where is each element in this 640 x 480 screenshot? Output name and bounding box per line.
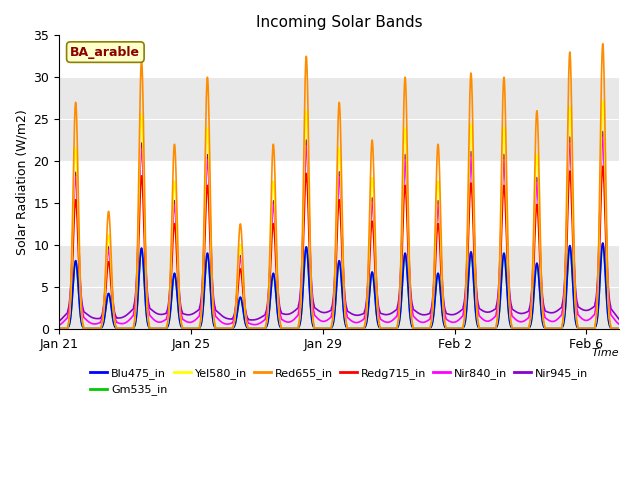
Bar <box>59 77 620 161</box>
Text: Time: Time <box>591 348 620 358</box>
Legend: Blu475_in, Gm535_in, Yel580_in, Red655_in, Redg715_in, Nir840_in, Nir945_in: Blu475_in, Gm535_in, Yel580_in, Red655_i… <box>86 363 593 400</box>
Title: Incoming Solar Bands: Incoming Solar Bands <box>256 15 422 30</box>
Y-axis label: Solar Radiation (W/m2): Solar Radiation (W/m2) <box>15 109 28 255</box>
Text: BA_arable: BA_arable <box>70 46 140 59</box>
Bar <box>59 245 620 329</box>
